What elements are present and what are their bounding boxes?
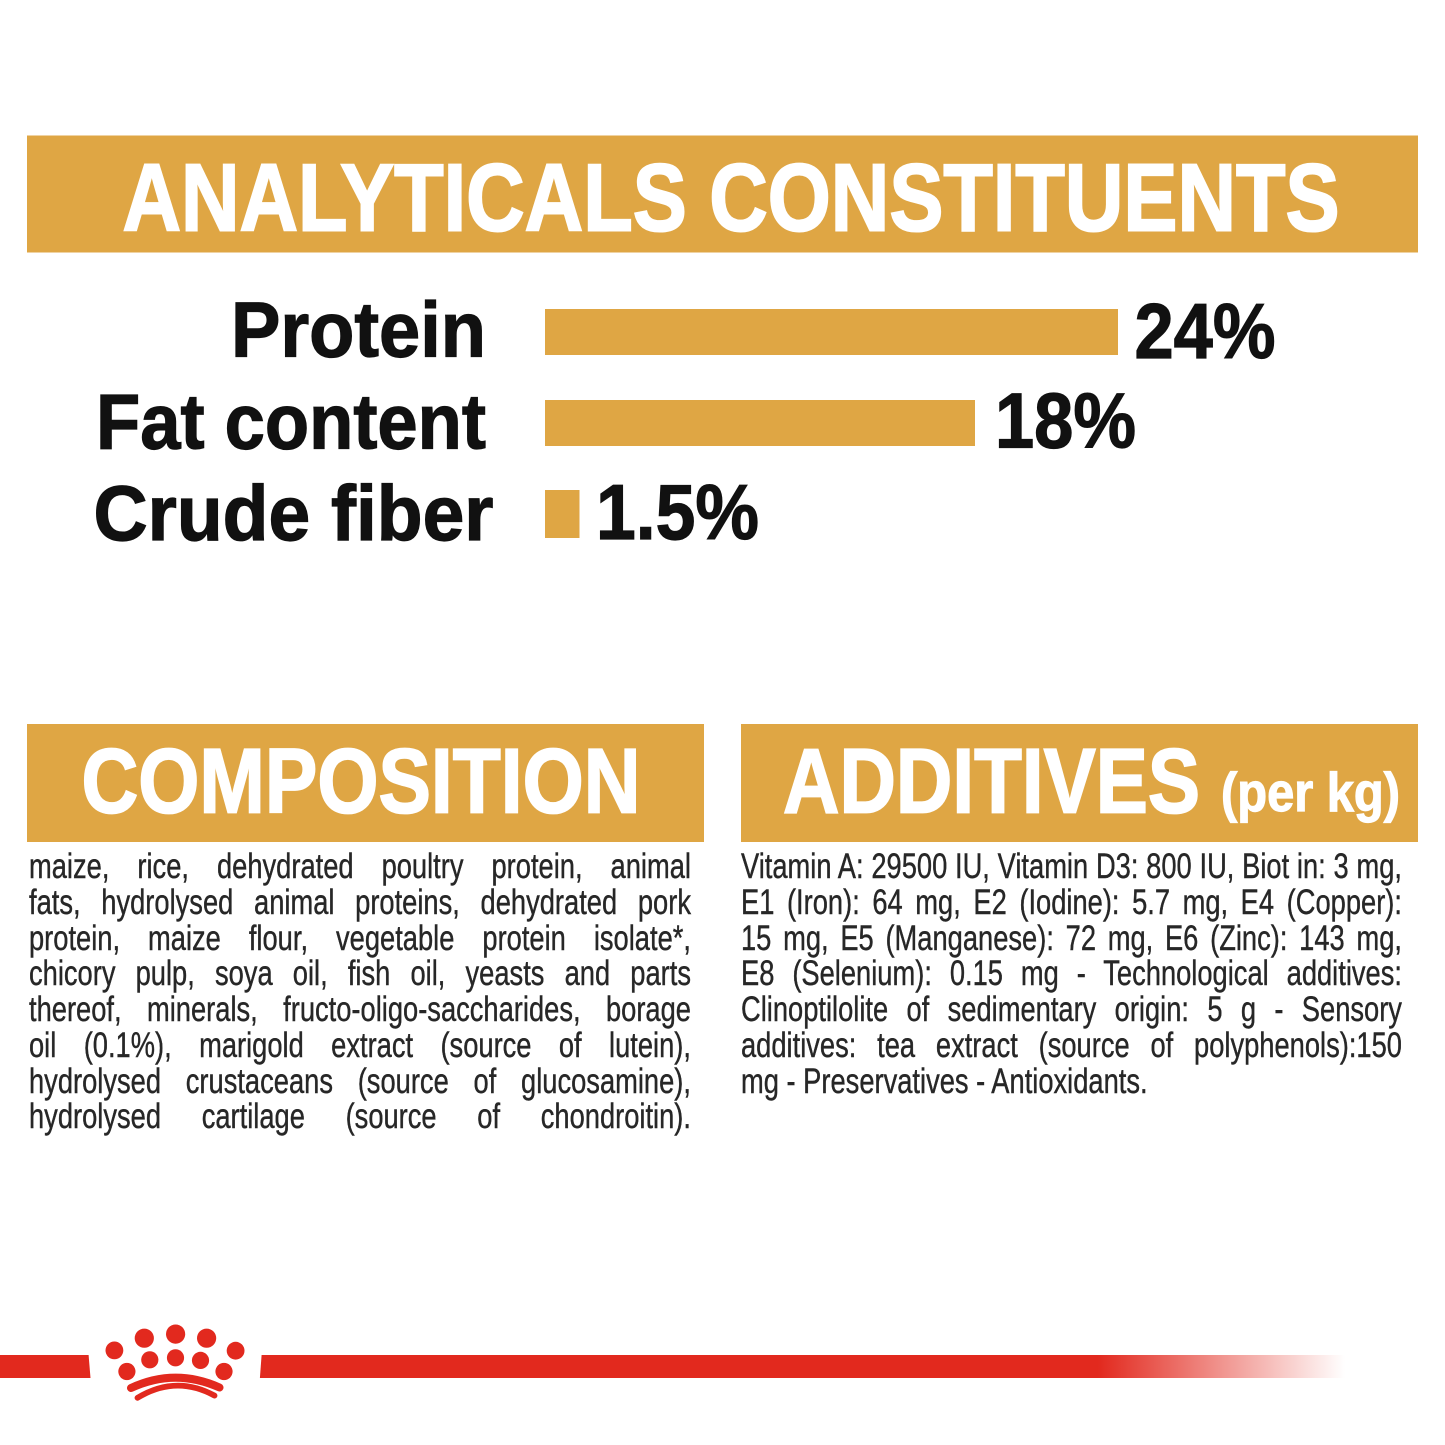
svg-text:1.5%: 1.5%	[596, 468, 759, 556]
svg-text:COMPOSITION: COMPOSITION	[82, 731, 641, 833]
svg-text:(per kg): (per kg)	[1221, 761, 1400, 823]
svg-text:ADDITIVES: ADDITIVES	[783, 731, 1200, 833]
svg-text:Crude fiber: Crude fiber	[94, 469, 494, 557]
svg-text:ANALYTICALS CONSTITUENTS: ANALYTICALS CONSTITUENTS	[123, 145, 1340, 252]
svg-text:18%: 18%	[995, 376, 1136, 464]
svg-text:Protein: Protein	[231, 286, 486, 374]
svg-text:Fat content: Fat content	[96, 377, 486, 465]
svg-text:24%: 24%	[1135, 287, 1276, 375]
